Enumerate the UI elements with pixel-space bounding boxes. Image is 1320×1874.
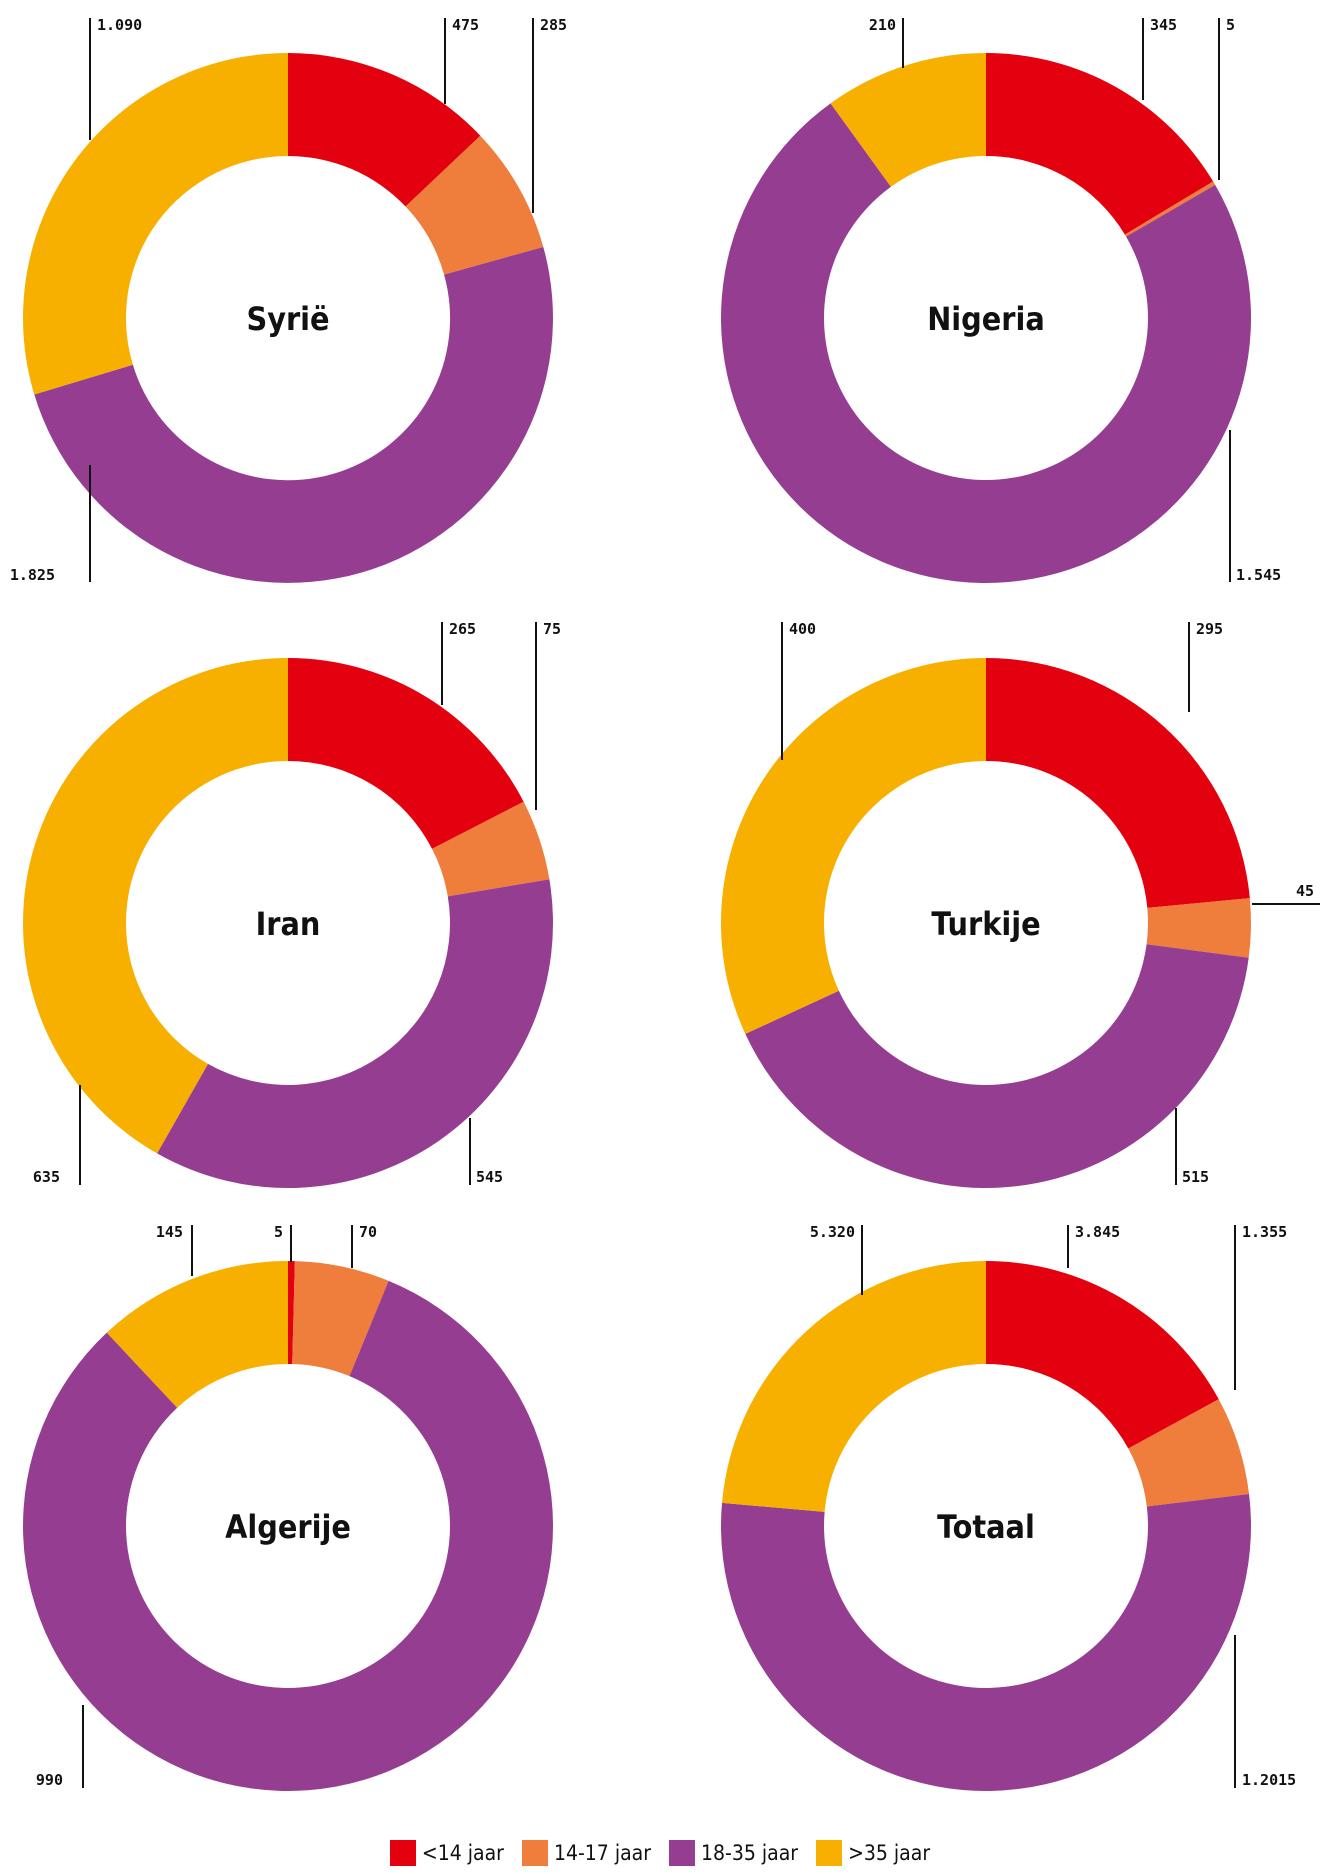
value-label-18-35: 1.825	[10, 566, 55, 584]
donut-segment-18-35	[721, 103, 1252, 584]
value-label-14-17: 285	[540, 16, 567, 34]
donut-segment-lt14	[288, 658, 524, 849]
value-label-14-17: 5	[1226, 16, 1235, 34]
donut-chart-3: Iran 265 75 545 635	[23, 620, 561, 1189]
donut-segment-14-17	[405, 135, 544, 275]
value-label-18-35: 1.545	[1236, 566, 1281, 584]
donut-chart-6: Totaal 3.845 1.355 1.2015 5.320	[720, 1223, 1296, 1792]
donut-chart-5: Algerije 5 70 990 145	[23, 1223, 554, 1791]
donut-segment-14-17	[292, 1261, 389, 1377]
donut-center-title: Algerije	[225, 1508, 351, 1546]
donut-segment-14-17	[432, 801, 550, 897]
donut-segment-gt35	[23, 658, 289, 1154]
legend-swatch-18-35	[669, 1840, 695, 1866]
donut-segment-lt14	[986, 658, 1250, 908]
value-label-18-35: 990	[36, 1771, 63, 1789]
donut-center-title: Syrië	[246, 300, 329, 338]
donut-segment-14-17	[1124, 181, 1216, 237]
value-label-14-17: 75	[543, 620, 561, 638]
value-label-14-17: 70	[359, 1223, 377, 1241]
donut-segment-18-35	[23, 1280, 554, 1791]
value-label-gt35: 635	[33, 1168, 60, 1186]
donut-center-title: Totaal	[937, 1508, 1035, 1546]
donut-chart-1: Syrië 475 285 1.825 1.090	[10, 16, 567, 584]
value-label-14-17: 1.355	[1242, 1223, 1287, 1241]
legend-item-14-17: 14-17 jaar	[521, 1840, 651, 1866]
value-label-lt14: 3.845	[1075, 1223, 1120, 1241]
donut-segment-18-35	[157, 879, 554, 1189]
donut-segment-gt35	[720, 658, 986, 1034]
legend-label-18-35: 18-35 jaar	[701, 1841, 799, 1865]
value-label-18-35: 1.2015	[1242, 1771, 1296, 1789]
value-label-18-35: 515	[1182, 1168, 1209, 1186]
value-label-lt14: 295	[1196, 620, 1223, 638]
value-label-gt35: 400	[789, 620, 816, 638]
donut-chart-2: Nigeria 345 5 1.545 210	[721, 16, 1281, 584]
donut-center-title: Nigeria	[927, 300, 1045, 338]
donut-segment-18-35	[34, 246, 553, 583]
legend-label-14-17: 14-17 jaar	[553, 1841, 651, 1865]
donut-segment-lt14	[986, 1261, 1219, 1449]
value-label-lt14: 475	[452, 16, 479, 34]
legend-label-gt35: >35 jaar	[848, 1841, 931, 1865]
value-label-14-17: 45	[1296, 882, 1314, 900]
donut-chart-4: Turkije 295 45 515 400	[720, 620, 1320, 1189]
value-label-gt35: 5.320	[810, 1223, 855, 1241]
legend: <14 jaar 14-17 jaar 18-35 jaar >35 jaar	[0, 1836, 1320, 1870]
legend-label-lt14: <14 jaar	[421, 1841, 504, 1865]
donut-center-title: Turkije	[931, 905, 1040, 943]
donut-segment-gt35	[23, 53, 289, 395]
donut-segment-lt14	[986, 53, 1214, 235]
donut-segment-gt35	[830, 53, 986, 187]
legend-swatch-gt35	[816, 1840, 843, 1866]
value-label-lt14: 265	[449, 620, 476, 638]
value-label-18-35: 545	[476, 1168, 503, 1186]
donut-segment-14-17	[1128, 1399, 1250, 1507]
legend-swatch-lt14	[389, 1840, 416, 1866]
donut-segment-18-35	[720, 1494, 1251, 1792]
legend-swatch-14-17	[521, 1840, 548, 1866]
value-label-lt14: 5	[274, 1223, 283, 1241]
donut-segment-14-17	[1146, 898, 1251, 958]
donut-segment-18-35	[745, 944, 1249, 1189]
legend-item-lt14: <14 jaar	[389, 1840, 504, 1866]
donut-segment-gt35	[722, 1261, 986, 1512]
donut-segment-lt14	[288, 53, 481, 207]
value-label-lt14: 345	[1150, 16, 1177, 34]
donut-segment-lt14	[288, 1261, 295, 1365]
legend-item-gt35: >35 jaar	[816, 1840, 930, 1866]
value-label-gt35: 1.090	[97, 16, 142, 34]
donut-segment-gt35	[106, 1261, 288, 1408]
donut-center-title: Iran	[256, 905, 321, 943]
value-label-gt35: 145	[156, 1223, 183, 1241]
legend-item-18-35: 18-35 jaar	[669, 1840, 798, 1866]
value-label-gt35: 210	[869, 16, 896, 34]
